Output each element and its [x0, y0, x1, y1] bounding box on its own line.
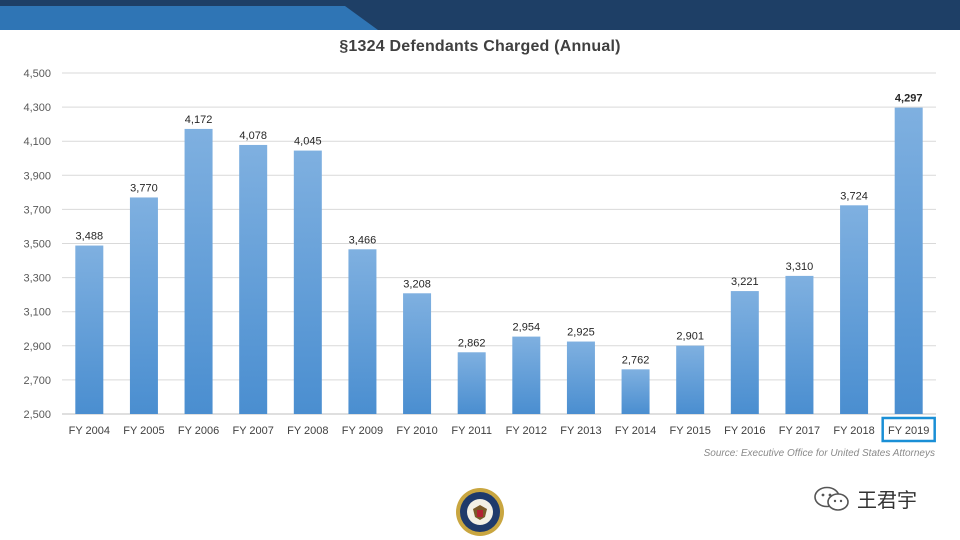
bar	[239, 144, 268, 415]
bar	[348, 249, 377, 414]
data-label: 4,045	[294, 136, 322, 148]
x-tick-label: FY 2004	[69, 425, 110, 437]
top-banner	[0, 0, 960, 30]
wechat-account-name: 王君宇	[857, 488, 917, 512]
x-tick-label: FY 2018	[833, 425, 874, 437]
data-label: 4,172	[185, 114, 213, 126]
bar	[785, 275, 814, 414]
highlight-box	[881, 416, 936, 443]
bar	[894, 107, 923, 414]
data-label: 3,770	[130, 182, 158, 194]
y-tick-label: 4,100	[23, 136, 51, 148]
source-note: Source: Executive Office for United Stat…	[703, 448, 935, 459]
bar	[676, 345, 705, 414]
y-tick-label: 3,900	[23, 170, 51, 182]
data-label: 3,466	[349, 234, 377, 246]
x-tick-label: FY 2012	[506, 425, 547, 437]
y-tick-label: 3,700	[23, 204, 51, 216]
bar	[566, 341, 595, 414]
bar	[293, 150, 322, 414]
data-label: 2,862	[458, 337, 486, 349]
x-tick-label: FY 2019	[888, 425, 929, 437]
y-tick-label: 2,900	[23, 341, 51, 353]
data-label: 2,901	[676, 331, 704, 343]
x-tick-label: FY 2009	[342, 425, 383, 437]
x-tick-label: FY 2016	[724, 425, 765, 437]
data-label: 2,954	[513, 322, 541, 334]
x-tick-label: FY 2010	[396, 425, 437, 437]
y-tick-label: 3,300	[23, 273, 51, 285]
y-tick-label: 4,300	[23, 102, 51, 114]
y-axis-ticks: 2,500 2,700 2,900 3,100 3,300 3,500 3,700 3,900…	[23, 68, 51, 421]
data-label: 3,208	[403, 278, 431, 290]
bar	[403, 293, 432, 414]
top-banner-light	[0, 6, 378, 30]
doj-seal-icon	[456, 488, 504, 536]
wechat-icon	[814, 486, 849, 511]
bar	[184, 128, 213, 414]
x-tick-label: FY 2007	[232, 425, 273, 437]
data-label: 2,925	[567, 327, 595, 339]
x-tick-label: FY 2005	[123, 425, 164, 437]
bar	[75, 245, 104, 414]
y-tick-label: 2,500	[23, 409, 51, 421]
data-label: 3,724	[840, 190, 868, 202]
x-tick-label: FY 2014	[615, 425, 656, 437]
bar-chart: 2,500 2,700 2,900 3,100 3,300 3,500 3,700 3,900…	[23, 68, 936, 443]
x-tick-label: FY 2011	[451, 425, 492, 437]
x-tick-label: FY 2017	[779, 425, 820, 437]
chart-title: §1324 Defendants Charged (Annual)	[339, 38, 621, 55]
bar	[840, 205, 869, 414]
x-tick-label: FY 2008	[287, 425, 328, 437]
x-tick-label: FY 2013	[560, 425, 601, 437]
x-axis-ticks: FY 2004 FY 2005 FY 2006 FY 2007 FY 2008 FY 20…	[69, 416, 936, 443]
data-labels: 3,488 3,770 4,172 4,078 4,045 3,466 3,208 2,862…	[76, 93, 923, 367]
data-label: 3,488	[76, 231, 104, 243]
y-tick-label: 3,100	[23, 307, 51, 319]
data-label: 3,310	[786, 261, 814, 273]
wechat-watermark: 王君宇	[813, 484, 917, 513]
bar	[457, 352, 486, 414]
y-tick-label: 3,500	[23, 239, 51, 251]
y-tick-label: 2,700	[23, 375, 51, 387]
data-label: 4,297	[895, 93, 923, 105]
data-label: 2,762	[622, 354, 650, 366]
x-tick-label: FY 2006	[178, 425, 219, 437]
data-label: 3,221	[731, 276, 759, 288]
data-label: 4,078	[239, 130, 267, 142]
bar	[512, 336, 541, 414]
bars	[75, 107, 923, 415]
bar	[621, 369, 650, 414]
bar	[129, 197, 158, 414]
x-tick-label: FY 2015	[669, 425, 710, 437]
y-tick-label: 4,500	[23, 68, 51, 80]
bar	[730, 291, 759, 414]
